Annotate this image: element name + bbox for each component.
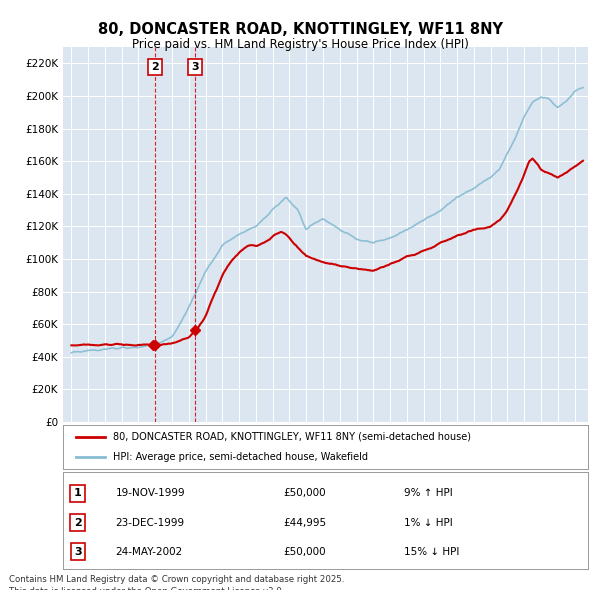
Text: £44,995: £44,995	[284, 517, 326, 527]
Text: 9% ↑ HPI: 9% ↑ HPI	[404, 489, 453, 499]
Text: 2: 2	[151, 62, 159, 72]
Text: Contains HM Land Registry data © Crown copyright and database right 2025.
This d: Contains HM Land Registry data © Crown c…	[9, 575, 344, 590]
Text: 1% ↓ HPI: 1% ↓ HPI	[404, 517, 453, 527]
Text: 80, DONCASTER ROAD, KNOTTINGLEY, WF11 8NY: 80, DONCASTER ROAD, KNOTTINGLEY, WF11 8N…	[97, 22, 503, 37]
Text: 23-DEC-1999: 23-DEC-1999	[115, 517, 185, 527]
Text: £50,000: £50,000	[284, 547, 326, 557]
Text: 1: 1	[74, 489, 82, 499]
Text: 24-MAY-2002: 24-MAY-2002	[115, 547, 183, 557]
Text: Price paid vs. HM Land Registry's House Price Index (HPI): Price paid vs. HM Land Registry's House …	[131, 38, 469, 51]
Text: 15% ↓ HPI: 15% ↓ HPI	[404, 547, 460, 557]
Text: £50,000: £50,000	[284, 489, 326, 499]
Text: 80, DONCASTER ROAD, KNOTTINGLEY, WF11 8NY (semi-detached house): 80, DONCASTER ROAD, KNOTTINGLEY, WF11 8N…	[113, 432, 471, 442]
Text: 3: 3	[74, 547, 82, 557]
Text: 19-NOV-1999: 19-NOV-1999	[115, 489, 185, 499]
Text: 2: 2	[74, 517, 82, 527]
Text: HPI: Average price, semi-detached house, Wakefield: HPI: Average price, semi-detached house,…	[113, 452, 368, 462]
Text: 3: 3	[191, 62, 199, 72]
